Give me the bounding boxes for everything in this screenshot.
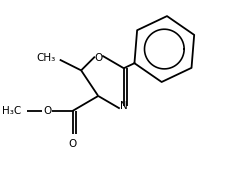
Text: N: N	[120, 101, 128, 111]
Text: O: O	[69, 139, 77, 149]
Text: O: O	[94, 53, 102, 63]
Text: H₃C: H₃C	[2, 106, 21, 116]
Text: CH₃: CH₃	[36, 53, 56, 63]
Text: O: O	[43, 106, 51, 116]
